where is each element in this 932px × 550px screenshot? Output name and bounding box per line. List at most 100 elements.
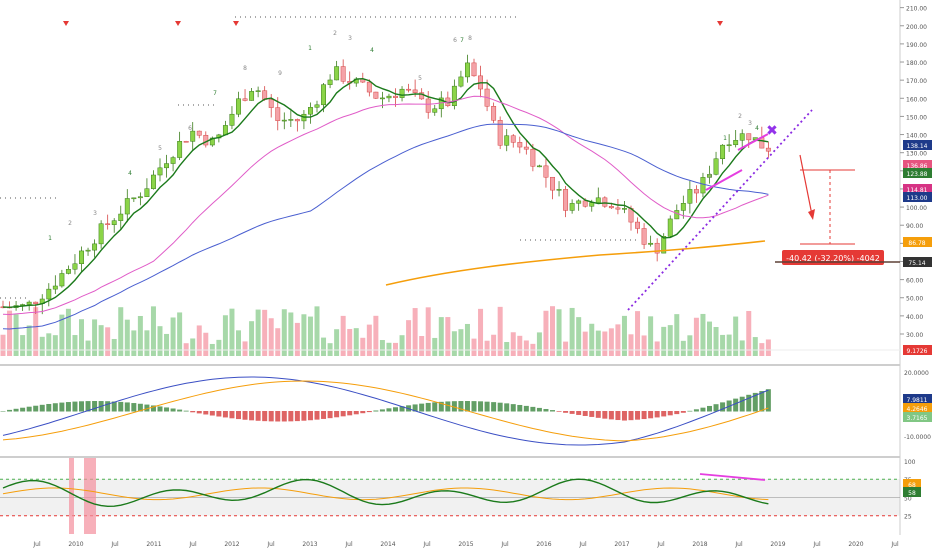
macd-histogram-bar (177, 409, 183, 412)
macd-histogram-bar (635, 411, 641, 420)
volume-bar (203, 332, 209, 356)
price-tick-label: 200.00 (906, 24, 927, 31)
macd-histogram-bar (347, 411, 353, 416)
macd-histogram-bar (321, 411, 327, 419)
candle-body (379, 97, 385, 100)
volume-bar (589, 323, 595, 356)
candle-body (471, 62, 477, 77)
candle-body (157, 167, 163, 176)
macd-histogram-bar (510, 404, 516, 412)
candle-body (222, 125, 228, 136)
macd-histogram-bar (399, 406, 405, 412)
macd-histogram-bar (569, 411, 575, 414)
candle-body (589, 202, 595, 207)
volume-bar (262, 309, 268, 356)
macd-histogram-bar (229, 411, 235, 419)
macd-histogram-bar (124, 402, 130, 412)
td-number: 3 (348, 35, 352, 42)
time-label: Jul (110, 541, 119, 548)
macd-histogram-bar (157, 406, 163, 412)
volume-bar (85, 340, 91, 356)
volume-bar (79, 319, 84, 356)
volume-bar (491, 334, 497, 356)
time-label: 2015 (458, 541, 473, 548)
macd-histogram-bar (26, 406, 32, 412)
candle-body (327, 79, 333, 85)
candle-body (393, 95, 398, 98)
volume-bar (536, 332, 542, 356)
volume-bar (72, 335, 78, 356)
volume-bar (321, 337, 327, 356)
candle-body (693, 189, 699, 194)
volume-bar (550, 306, 555, 356)
macd-histogram-bar (432, 402, 438, 412)
volume-bar (504, 342, 510, 356)
volume-bar (294, 322, 300, 356)
macd-value-box (903, 403, 932, 413)
measure-label: -40.42 (-32.20%) -4042 (786, 254, 880, 263)
candle-body (249, 91, 255, 101)
volume-bar (569, 307, 575, 356)
macd-histogram-bar (164, 407, 170, 412)
macd-histogram-bar (478, 401, 484, 412)
macd-histogram-bar (118, 401, 124, 412)
volume-bar (641, 335, 647, 356)
price-tick-label: 50.00 (906, 296, 923, 303)
candle-body (739, 133, 745, 141)
volume-bar (236, 330, 241, 356)
rsi-tick-label: 25 (904, 514, 912, 521)
macd-histogram-bar (393, 407, 398, 412)
rsi-value: 58 (908, 490, 916, 497)
macd-histogram-bar (59, 402, 65, 412)
volume-bar (105, 327, 111, 356)
time-label: Jul (578, 541, 587, 548)
time-label: Jul (500, 541, 509, 548)
macd-histogram-bar (615, 411, 621, 421)
td-number: 7 (213, 90, 217, 97)
candle-body (458, 76, 464, 87)
macd-histogram-bar (556, 411, 562, 412)
ma-mid-line (2, 95, 769, 316)
candle-body (419, 92, 425, 100)
macd-histogram-bar (281, 411, 287, 422)
td-number: 4 (128, 170, 132, 177)
volume-bar (249, 321, 255, 356)
macd-signal-line (2, 380, 769, 442)
macd-histogram-bar (536, 407, 542, 412)
time-label: Jul (188, 541, 197, 548)
candle-body (510, 135, 516, 143)
price-tick-label: 140.00 (906, 133, 927, 140)
sell-marker (63, 21, 69, 26)
macd-histogram-bar (183, 410, 189, 412)
volume-bar (242, 341, 248, 356)
macd-histogram-bar (327, 411, 333, 419)
volume-bar (464, 323, 470, 356)
td-number: 4 (370, 47, 374, 54)
candle-body (720, 144, 726, 160)
macd-value: 3.7165 (907, 415, 928, 422)
time-label: 2020 (848, 541, 863, 548)
macd-histogram-bar (301, 411, 307, 421)
candle-body (131, 197, 137, 200)
candle-body (321, 84, 326, 106)
macd-histogram-bar (602, 411, 608, 419)
volume-bar (556, 309, 562, 356)
macd-histogram-bar (687, 410, 693, 412)
macd-histogram-bar (739, 396, 745, 412)
macd-histogram-bar (661, 411, 667, 417)
rsi-line (2, 478, 769, 508)
sell-marker (175, 21, 181, 26)
volume-bar (667, 325, 673, 356)
macd-line (2, 376, 769, 446)
volume-bar (733, 316, 739, 356)
volume-bar (432, 337, 438, 356)
td-number: 8 (243, 65, 247, 72)
volume-bar (543, 310, 549, 356)
time-label: Jul (812, 541, 821, 548)
macd-histogram-bar (608, 411, 614, 420)
volume-bar (458, 329, 464, 356)
macd-histogram-bar (628, 411, 634, 421)
volume-bar (307, 316, 313, 356)
volume-bar (608, 328, 614, 356)
